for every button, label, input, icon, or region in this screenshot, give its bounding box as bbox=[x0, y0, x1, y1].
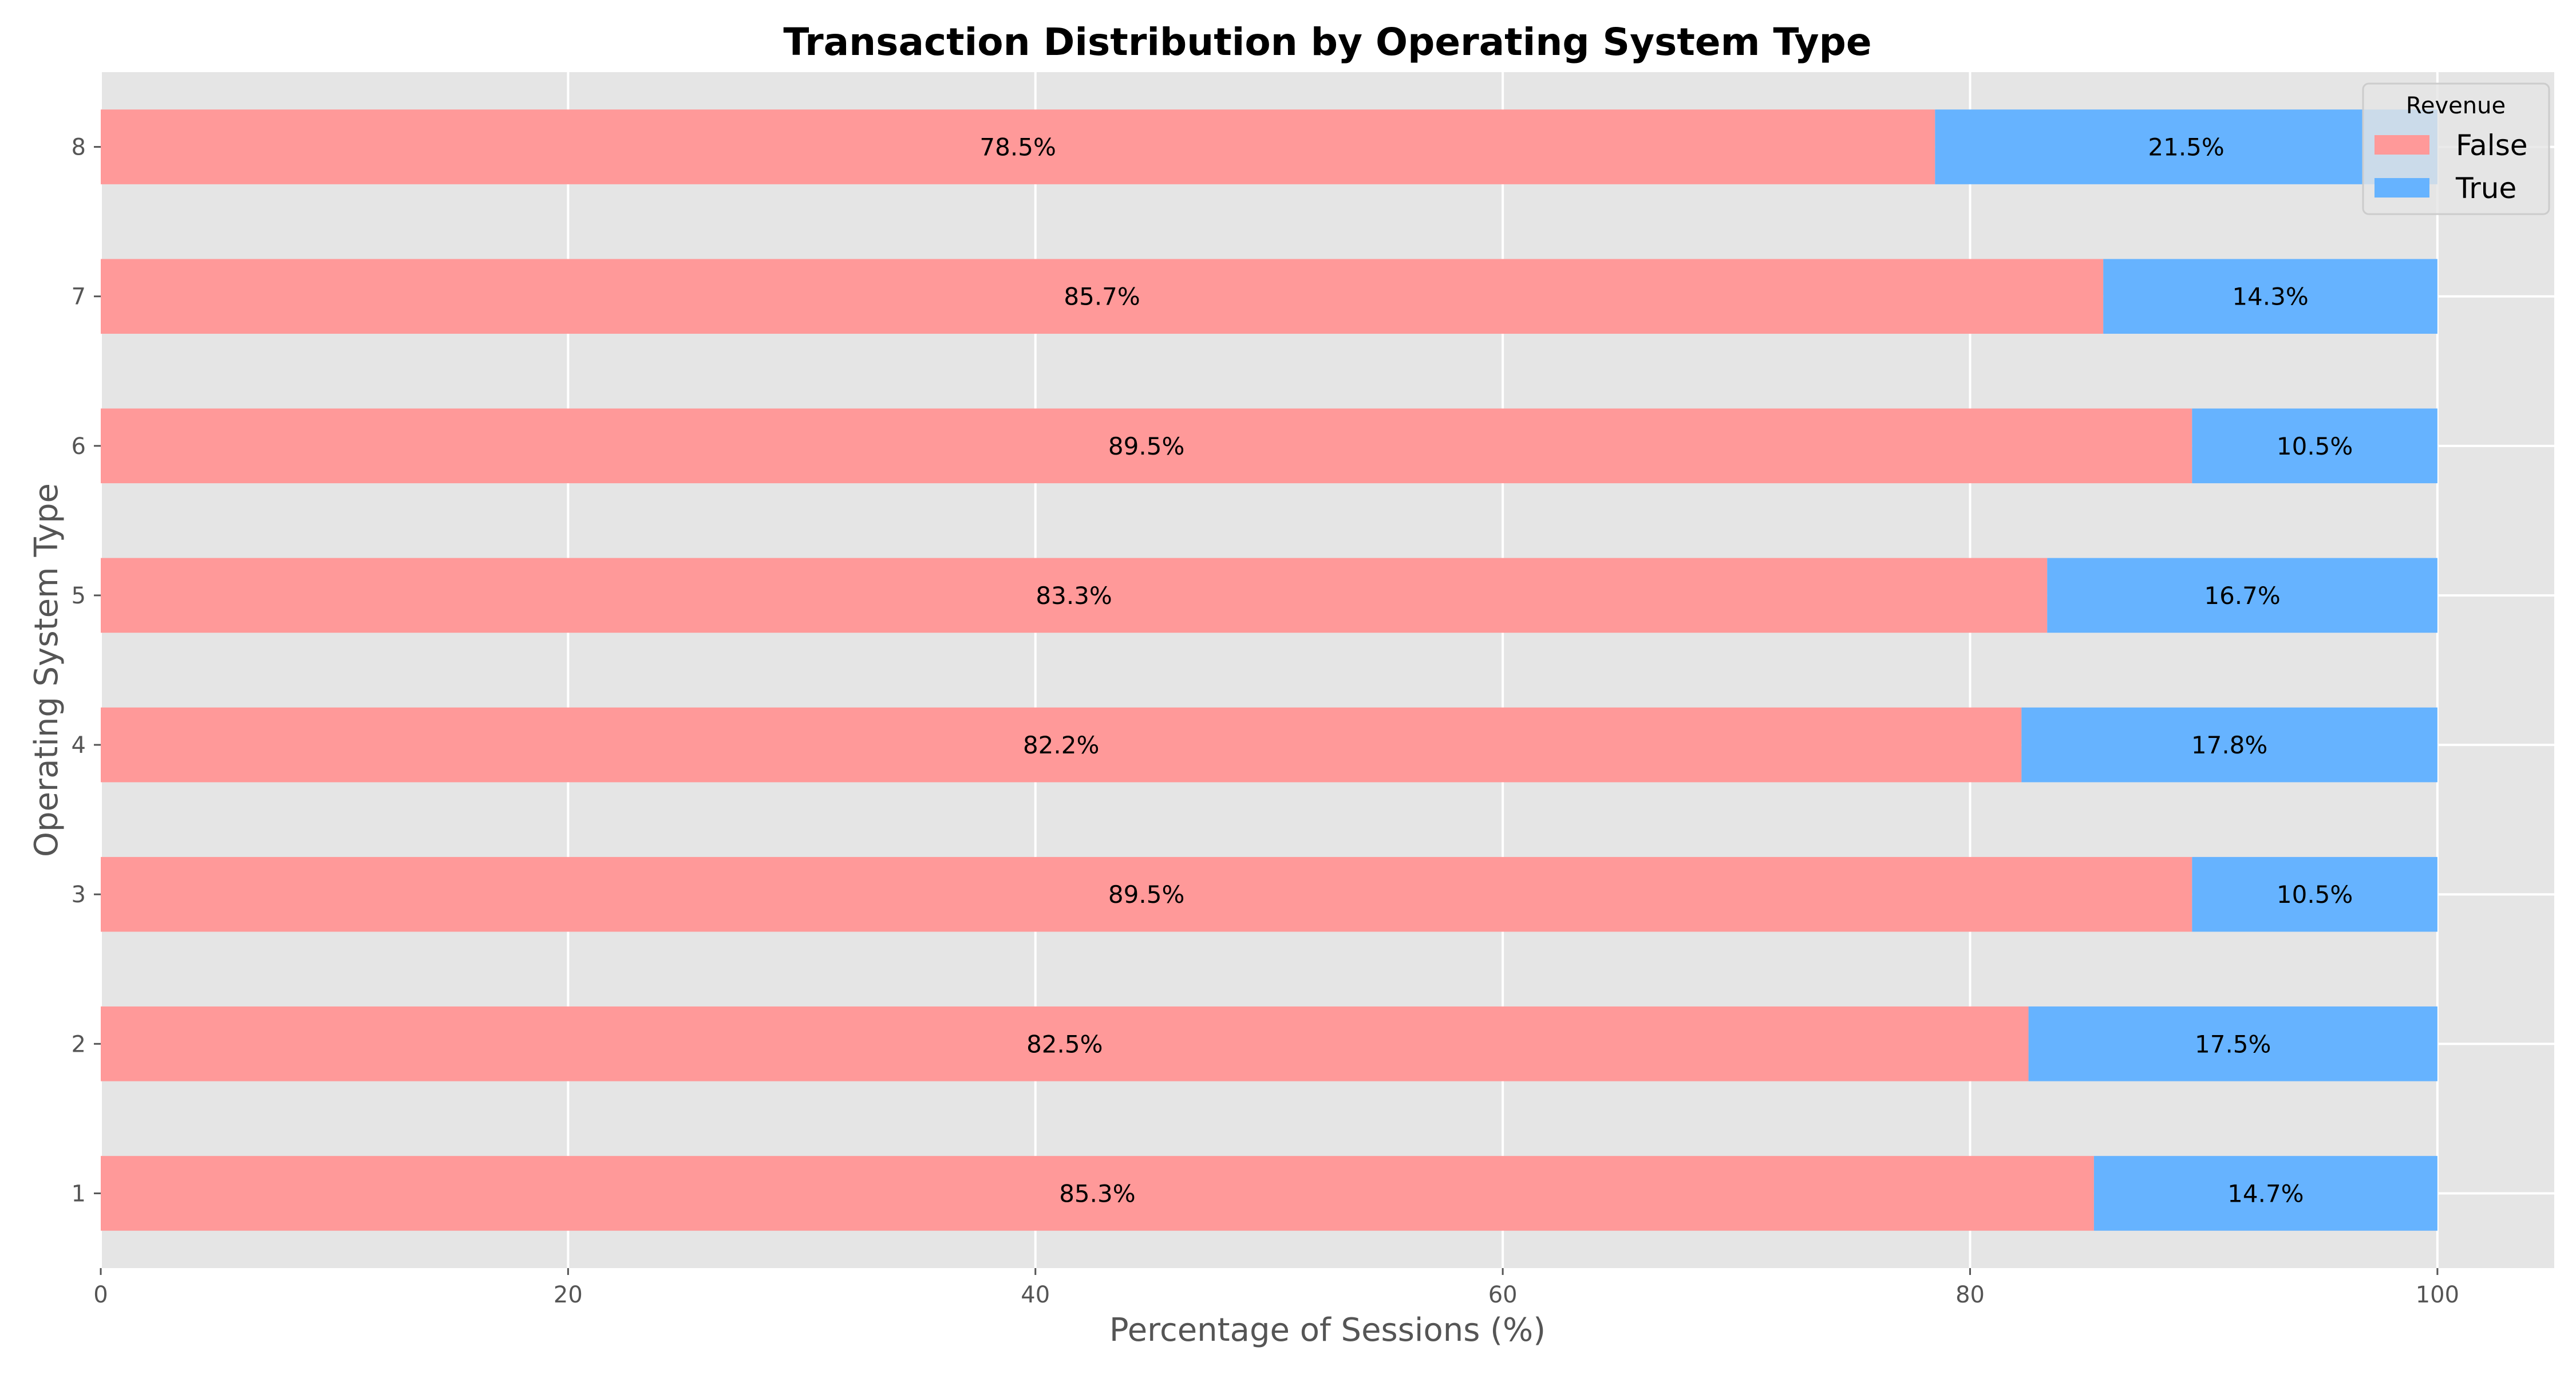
bar-false-os-5 bbox=[101, 558, 2048, 633]
bar-labels: 85.3% 14.7% 82.5% 17.5% 89.5% 10.5% 82.2% 17.8%… bbox=[979, 133, 2353, 1208]
bar-label: 17.8% bbox=[2191, 731, 2267, 759]
bar-label: 85.7% bbox=[1064, 283, 1140, 311]
y-tick-label: 3 bbox=[72, 882, 86, 908]
bar-label: 14.3% bbox=[2232, 283, 2308, 311]
bar-true-os-8 bbox=[1935, 109, 2437, 184]
x-tick-label: 0 bbox=[93, 1282, 108, 1308]
bar-label: 78.5% bbox=[979, 133, 1056, 161]
legend-label-true: True bbox=[2455, 172, 2516, 205]
x-tick-label: 20 bbox=[554, 1282, 583, 1308]
plot-background bbox=[101, 72, 2554, 1268]
bar-false-os-8 bbox=[101, 109, 1935, 184]
y-axis-label: Operating System Type bbox=[28, 483, 65, 857]
y-tick-label: 1 bbox=[72, 1180, 86, 1207]
bar-label: 10.5% bbox=[2277, 432, 2353, 460]
ticks: 0 20 40 60 80 100 1 2 3 4 5 6 7 8 bbox=[72, 135, 2460, 1308]
legend: Revenue False True bbox=[2362, 82, 2550, 215]
bar-false-os-1 bbox=[101, 1156, 2094, 1231]
bar-label: 82.2% bbox=[1023, 731, 1099, 759]
bars bbox=[101, 109, 2437, 1231]
bar-true-os-3 bbox=[2192, 856, 2437, 932]
legend-label-false: False bbox=[2456, 129, 2528, 162]
x-tick-label: 100 bbox=[2416, 1282, 2459, 1308]
y-tick-label: 6 bbox=[72, 433, 86, 460]
chart-title: Transaction Distribution by Operating Sy… bbox=[783, 20, 1871, 64]
x-axis-label: Percentage of Sessions (%) bbox=[1109, 1312, 1546, 1349]
bar-label: 16.7% bbox=[2204, 582, 2280, 610]
bar-label: 10.5% bbox=[2277, 881, 2353, 909]
y-tick-label: 2 bbox=[72, 1031, 86, 1057]
y-tick-label: 8 bbox=[72, 135, 86, 161]
bar-label: 82.5% bbox=[1026, 1030, 1103, 1058]
bar-false-os-2 bbox=[101, 1006, 2029, 1081]
bar-true-os-2 bbox=[2028, 1006, 2437, 1081]
bar-false-os-6 bbox=[101, 408, 2192, 484]
legend-swatch-false bbox=[2374, 135, 2429, 155]
y-tick-label: 4 bbox=[72, 732, 86, 759]
bar-label: 21.5% bbox=[2148, 133, 2224, 161]
bar-label: 89.5% bbox=[1108, 432, 1184, 460]
bar-true-os-6 bbox=[2192, 408, 2437, 484]
bar-label: 89.5% bbox=[1108, 881, 1184, 909]
bar-label: 83.3% bbox=[1036, 582, 1112, 610]
x-tick-label: 60 bbox=[1488, 1282, 1518, 1308]
bar-true-os-1 bbox=[2093, 1156, 2437, 1231]
x-tick-label: 80 bbox=[1955, 1282, 1985, 1308]
bar-true-os-4 bbox=[2021, 707, 2437, 783]
legend-swatch-true bbox=[2374, 178, 2429, 198]
legend-title: Revenue bbox=[2406, 93, 2506, 119]
bar-false-os-4 bbox=[101, 707, 2022, 783]
y-tick-label: 7 bbox=[72, 284, 86, 310]
bar-false-os-3 bbox=[101, 856, 2192, 932]
x-tick-label: 40 bbox=[1021, 1282, 1050, 1308]
bar-label: 85.3% bbox=[1059, 1179, 1135, 1207]
legend-items: False True bbox=[2374, 129, 2528, 205]
bar-label: 17.5% bbox=[2195, 1030, 2271, 1058]
y-tick-label: 5 bbox=[72, 583, 86, 609]
bar-false-os-7 bbox=[101, 259, 2104, 334]
bar-label: 14.7% bbox=[2227, 1179, 2304, 1207]
bar-true-os-5 bbox=[2047, 558, 2437, 633]
bar-true-os-7 bbox=[2103, 259, 2437, 334]
